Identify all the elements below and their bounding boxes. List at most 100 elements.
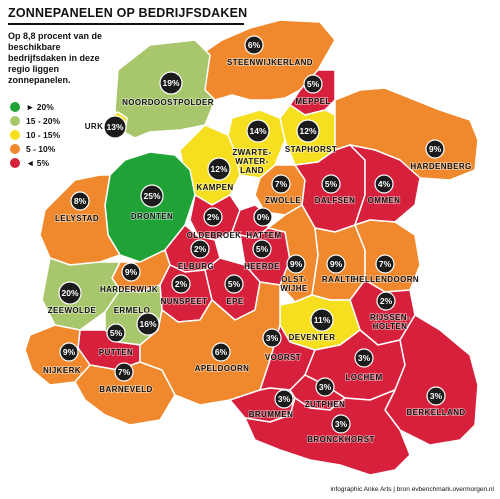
bubble-circle <box>331 414 351 434</box>
percentage-bubble: 12% <box>207 157 231 181</box>
bubble-value: 7% <box>275 179 288 189</box>
region-bronckhorst <box>244 389 411 476</box>
label-epe: EPE <box>226 297 243 306</box>
bubble-value: 5% <box>256 244 269 254</box>
bubble-value: 5% <box>110 328 123 338</box>
bubble-value: 6% <box>215 347 228 357</box>
bubble-circle <box>425 139 445 159</box>
label-deventer: DEVENTER <box>289 333 336 342</box>
bubble-value: 3% <box>335 419 348 429</box>
label-hattem: HATTEM <box>246 231 281 240</box>
bubble-value: 9% <box>125 267 138 277</box>
label-berkelland: BERKELLAND <box>406 408 465 417</box>
bubble-circle <box>315 377 335 397</box>
percentage-bubble: 3% <box>426 386 446 406</box>
bubble-value: 2% <box>194 244 207 254</box>
percentage-bubble: 2% <box>171 274 191 294</box>
legend-item: ◄ 5% <box>10 156 60 170</box>
bubble-circle <box>224 274 244 294</box>
bubble-value: 9% <box>429 144 442 154</box>
bubble-circle <box>310 308 334 332</box>
bubble-value: 9% <box>330 259 343 269</box>
bubble-circle <box>244 35 264 55</box>
bubble-circle <box>140 184 164 208</box>
percentage-bubbles: 6% 5% 19% 13% 14% 12% 9% 12% 7% 5% 4% 25… <box>58 35 446 434</box>
legend-item: ► 20% <box>10 100 60 114</box>
percentage-bubble: 25% <box>140 184 164 208</box>
legend-label: 5 - 10% <box>26 144 56 154</box>
percentage-bubble: 5% <box>252 239 272 259</box>
label-heerde: HEERDE <box>244 262 280 271</box>
percentage-bubble: 11% <box>310 308 334 332</box>
label-elburg: ELBURG <box>178 262 214 271</box>
legend-swatch <box>10 116 20 126</box>
percentage-bubble: 14% <box>246 119 270 143</box>
legend-label: ► 20% <box>26 102 54 112</box>
label-zwolle: ZWOLLE <box>265 196 301 205</box>
bubble-value: 2% <box>175 279 188 289</box>
label-meppel: MEPPEL <box>295 97 330 106</box>
bubble-value: 4% <box>378 179 391 189</box>
percentage-bubble: 3% <box>315 377 335 397</box>
bubble-value: 12% <box>299 126 316 136</box>
label-olst-wijhe: OLST-WIJHE <box>280 275 308 293</box>
bubble-circle <box>121 262 141 282</box>
percentage-bubble: 3% <box>331 414 351 434</box>
label-oldebroek: OLDEBROEK <box>187 231 242 240</box>
percentage-bubble: 4% <box>374 174 394 194</box>
bubble-circle <box>136 312 160 336</box>
label-rijssen-holten: RIJSSEN-HOLTEN <box>370 313 410 331</box>
subtitle: Op 8,8 procent van de beschikbare bedrij… <box>8 31 103 85</box>
percentage-bubble: 9% <box>286 254 306 274</box>
bubble-value: 9% <box>63 347 76 357</box>
percentage-bubble: 12% <box>296 119 320 143</box>
percentage-bubble: 5% <box>321 174 341 194</box>
percentage-bubble: 7% <box>271 174 291 194</box>
legend-item: 15 - 20% <box>10 114 60 128</box>
bubble-value: 5% <box>307 79 320 89</box>
bubble-circle <box>114 362 134 382</box>
label-urk: URK <box>85 122 104 131</box>
label-putten: PUTTEN <box>99 348 133 357</box>
label-ommen: OMMEN <box>368 196 401 205</box>
bubble-circle <box>103 115 127 139</box>
percentage-bubble: 5% <box>224 274 244 294</box>
label-ermelo: ERMELO <box>114 306 151 315</box>
label-nunspeet: NUNSPEET <box>161 297 208 306</box>
legend-label: 15 - 20% <box>26 116 61 126</box>
percentage-bubble: 9% <box>59 342 79 362</box>
title-divider <box>8 23 244 25</box>
bubble-circle <box>262 328 282 348</box>
bubble-circle <box>321 174 341 194</box>
bubble-value: 12% <box>210 164 227 174</box>
percentage-bubble: 16% <box>136 312 160 336</box>
label-bronckhorst: BRONCKHORST <box>307 435 375 444</box>
bubble-value: 20% <box>61 288 78 298</box>
bubble-circle <box>58 281 82 305</box>
bubble-value: 13% <box>106 122 123 132</box>
percentage-bubble: 9% <box>326 254 346 274</box>
label-zwartewaterland: ZWARTE-WATER-LAND <box>232 148 271 175</box>
legend-label: ◄ 5% <box>26 158 50 168</box>
legend-item: 10 - 15% <box>10 128 60 142</box>
percentage-bubble: 0% <box>253 207 273 227</box>
bubble-circle <box>171 274 191 294</box>
bubble-circle <box>159 71 183 95</box>
bubble-circle <box>376 291 396 311</box>
label-hardenberg: HARDENBERG <box>410 162 471 171</box>
label-noordoostpolder: NOORDOOSTPOLDER <box>122 98 214 107</box>
region-lelystad <box>39 174 121 266</box>
label-dronten: DRONTEN <box>131 212 173 221</box>
bubble-value: 7% <box>379 259 392 269</box>
bubble-circle <box>190 239 210 259</box>
bubble-value: 9% <box>290 259 303 269</box>
bubble-value: 2% <box>380 296 393 306</box>
label-zutphen: ZUTPHEN <box>305 400 346 409</box>
percentage-bubble: 19% <box>159 71 183 95</box>
legend-item: 5 - 10% <box>10 142 60 156</box>
bubble-value: 3% <box>319 382 332 392</box>
label-barneveld: BARNEVELD <box>99 385 152 394</box>
label-dalfsen: DALFSEN <box>315 196 356 205</box>
region-apeldoorn <box>139 281 281 406</box>
